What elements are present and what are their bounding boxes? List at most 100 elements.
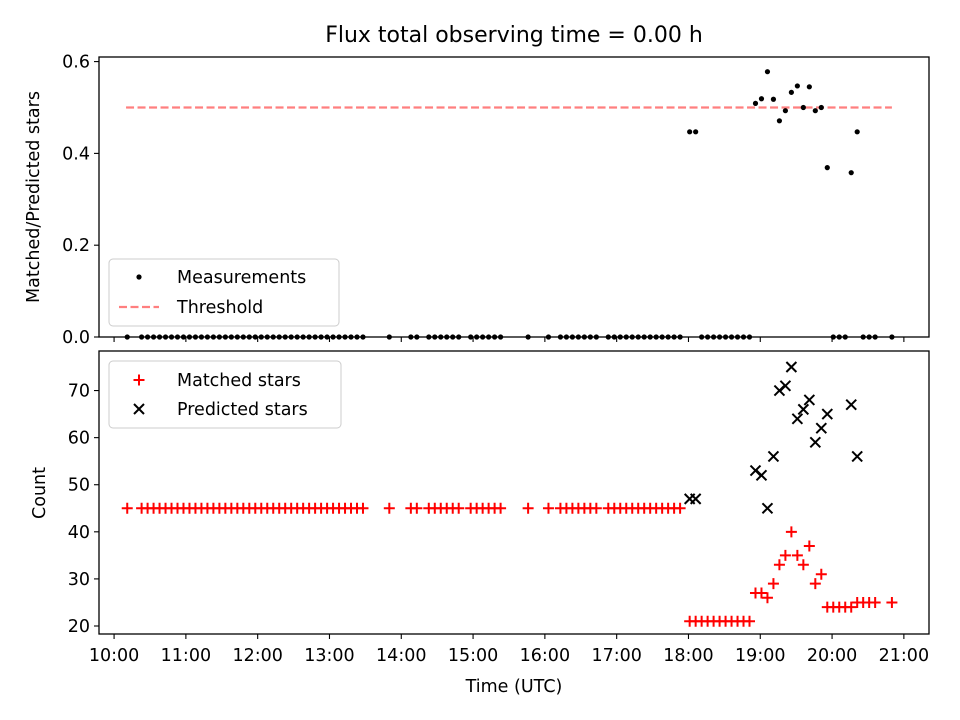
count-y-tick-label: 70 — [68, 382, 90, 402]
matched-star-point — [886, 596, 898, 608]
measurement-point — [854, 129, 860, 135]
predicted-star-point — [809, 436, 822, 449]
time-x-tick-label: 19:00 — [735, 646, 785, 666]
count-axes-frame — [98, 350, 930, 635]
count-axes: 20 30 40 50 60 70 10:00 11:00 12:00 13:00 14:00 15… — [30, 350, 930, 697]
legend-measurements-label: Measurements — [177, 268, 306, 288]
predicted-star-point — [779, 380, 792, 392]
ratio-y-tick-label: 0.0 — [62, 328, 90, 348]
matched-star-point — [590, 502, 602, 514]
time-x-tick-label: 20:00 — [807, 646, 857, 666]
time-x-tick-label: 17:00 — [591, 646, 641, 666]
measurement-point — [764, 69, 771, 75]
time-x-tick-label: 16:00 — [520, 646, 570, 666]
count-y-ticks: 20 30 40 50 60 70 — [68, 382, 99, 637]
legend-predicted-marker — [133, 403, 145, 415]
measurement-point — [848, 170, 854, 176]
matched-star-point — [797, 559, 809, 571]
count-legend-box — [108, 360, 342, 429]
time-x-tick-label: 13:00 — [304, 646, 354, 666]
matched-star-point — [674, 502, 686, 514]
count-y-tick-label: 40 — [68, 523, 90, 543]
ratio-x-ticks — [113, 337, 905, 342]
matched-star-point — [785, 526, 797, 538]
count-y-tick-label: 20 — [68, 617, 90, 637]
measurement-point — [806, 84, 812, 90]
time-x-tick-label: 10:00 — [89, 646, 139, 666]
ratio-y-tick-label: 0.6 — [62, 53, 90, 73]
count-legend: Matched stars Predicted stars — [108, 360, 342, 429]
legend-measurements-marker — [136, 274, 142, 280]
predicted-star-point — [815, 422, 828, 434]
time-x-tick-label: 12:00 — [232, 646, 282, 666]
matched-star-point — [121, 502, 133, 514]
matched-star-point — [791, 549, 803, 561]
measurement-point — [758, 96, 765, 102]
chart-title: Flux total observing time = 0.00 h — [325, 23, 703, 48]
matched-star-point — [522, 502, 534, 514]
matched-star-point — [809, 578, 821, 590]
predicted-star-point — [803, 394, 816, 406]
measurement-point — [812, 108, 818, 114]
matched-star-point — [495, 502, 507, 514]
matched-star-point — [815, 568, 827, 580]
legend-matched-label: Matched stars — [177, 371, 301, 391]
predicted-star-point — [761, 502, 774, 514]
matched-star-point — [779, 549, 791, 561]
predicted-star-point — [791, 413, 804, 425]
ratio-axes-frame — [98, 56, 930, 338]
time-x-tick-label: 18:00 — [663, 646, 713, 666]
matched-star-point — [357, 502, 369, 514]
measurement-point — [776, 118, 783, 124]
matched-star-point — [411, 502, 423, 514]
matched-star-point — [453, 502, 465, 514]
predicted-star-point — [689, 493, 702, 505]
matched-star-point — [869, 596, 881, 608]
predicted-star-point — [767, 450, 780, 463]
count-y-tick-label: 30 — [68, 570, 90, 590]
time-x-tick-label: 21:00 — [879, 646, 929, 666]
predicted-star-point — [797, 403, 810, 416]
time-x-tick-label: 11:00 — [161, 646, 211, 666]
count-y-tick-label: 50 — [68, 476, 90, 496]
measurement-point — [818, 104, 824, 111]
ratio-axes: 0.0 0.2 0.4 0.6 Matched/Predicted stars — [24, 53, 930, 348]
measurement-point — [824, 165, 830, 171]
legend-matched-marker — [133, 374, 145, 386]
measurement-point — [782, 108, 789, 114]
matched-star-point — [767, 578, 779, 590]
time-x-ticks: 10:00 11:00 12:00 13:00 14:00 15:00 16:00 17:00… — [89, 634, 929, 666]
ratio-legend: Measurements Threshold — [108, 258, 340, 327]
ratio-y-ticks: 0.0 0.2 0.4 0.6 — [62, 53, 99, 348]
measurement-point — [800, 104, 806, 111]
measurement-point — [693, 129, 699, 135]
measurement-point — [687, 129, 693, 135]
matched-star-point — [744, 615, 756, 627]
count-y-axis-label: Count — [30, 467, 50, 519]
predicted-star-point — [755, 469, 768, 482]
matched-star-point — [803, 540, 815, 552]
matched-star-point — [761, 592, 773, 604]
ratio-y-axis-label: Matched/Predicted stars — [24, 91, 44, 303]
legend-threshold-label: Threshold — [176, 298, 263, 318]
time-x-axis-label: Time (UTC) — [465, 677, 563, 697]
measurement-point — [752, 100, 759, 106]
ratio-legend-box — [108, 258, 340, 327]
matched-star-point — [755, 587, 767, 599]
count-plot-area — [121, 361, 898, 627]
ratio-y-tick-label: 0.2 — [62, 236, 90, 256]
predicted-star-point — [851, 450, 863, 463]
count-y-tick-label: 60 — [68, 429, 90, 449]
legend-predicted-label: Predicted stars — [177, 400, 308, 420]
matched-star-point — [542, 502, 554, 514]
time-x-tick-label: 15:00 — [448, 646, 498, 666]
matched-star-point — [845, 601, 857, 613]
matched-star-point — [383, 502, 395, 514]
measurement-point — [788, 89, 794, 95]
time-x-tick-label: 14:00 — [376, 646, 426, 666]
predicted-star-point — [845, 398, 857, 411]
measurement-point — [794, 83, 800, 89]
ratio-y-tick-label: 0.4 — [62, 144, 90, 164]
predicted-star-point — [821, 408, 833, 420]
